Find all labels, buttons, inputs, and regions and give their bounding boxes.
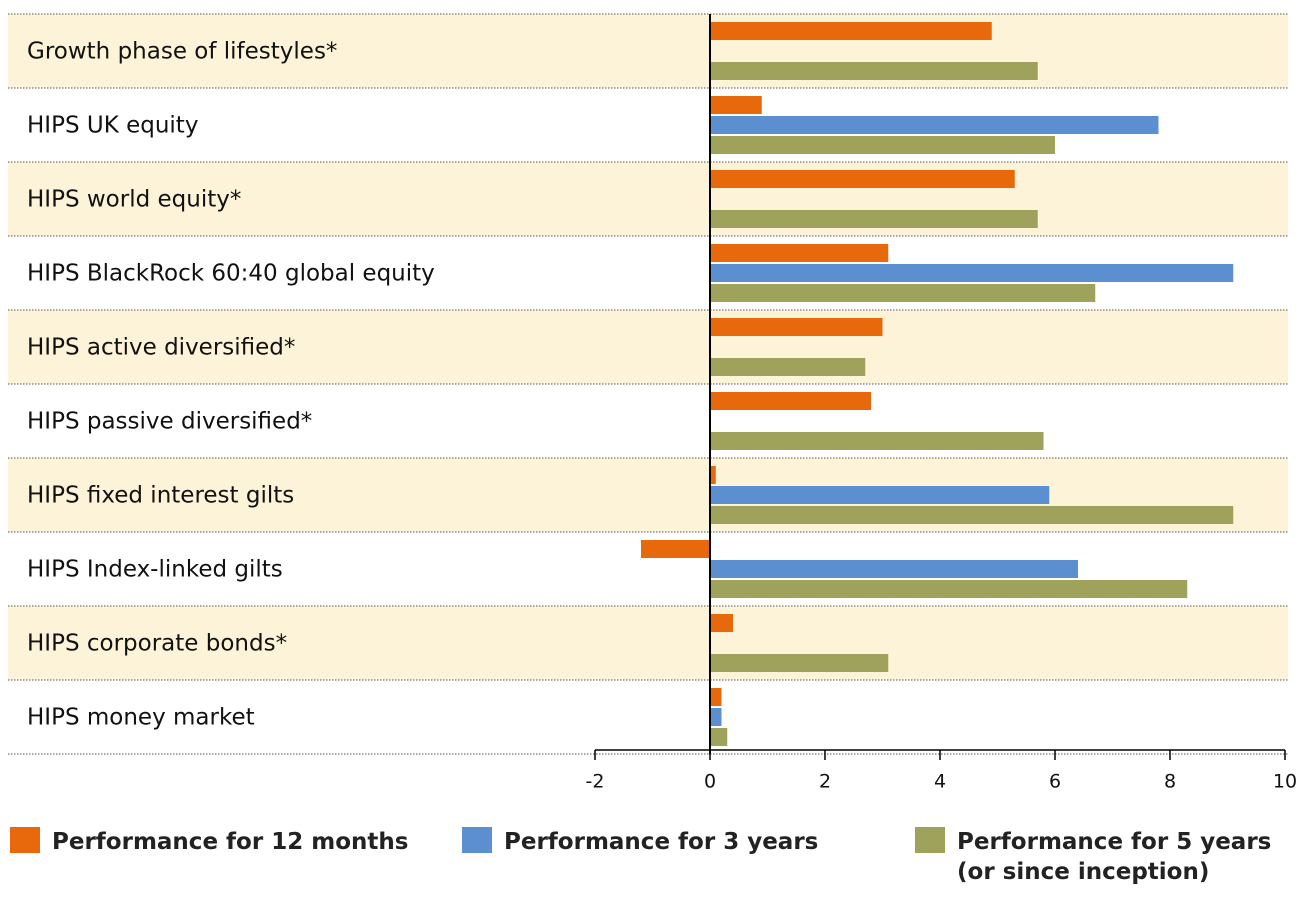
bar bbox=[710, 22, 992, 40]
x-tick-label: 0 bbox=[704, 771, 716, 793]
legend-label: Performance for 12 months bbox=[52, 829, 409, 855]
category-label: HIPS active diversified* bbox=[27, 335, 295, 361]
category-label: HIPS money market bbox=[27, 705, 255, 731]
bar bbox=[710, 506, 1234, 524]
bar bbox=[710, 210, 1038, 228]
x-tick-label: 4 bbox=[934, 771, 946, 793]
category-label: HIPS BlackRock 60:40 global equity bbox=[27, 261, 435, 287]
bar bbox=[710, 392, 871, 410]
bar bbox=[710, 284, 1096, 302]
bar bbox=[710, 62, 1038, 80]
category-label: HIPS Index-linked gilts bbox=[27, 557, 283, 583]
bar bbox=[641, 540, 710, 558]
bar bbox=[710, 728, 728, 746]
bar bbox=[710, 580, 1188, 598]
x-tick-label: 2 bbox=[819, 771, 831, 793]
category-label: HIPS passive diversified* bbox=[27, 409, 312, 435]
category-label: HIPS corporate bonds* bbox=[27, 631, 287, 657]
legend-label: Performance for 3 years bbox=[504, 829, 819, 855]
legend-item: Performance for 5 years (or since incept… bbox=[915, 827, 1295, 887]
legend-swatch bbox=[915, 827, 945, 853]
bar bbox=[710, 136, 1055, 154]
legend-item: Performance for 3 years bbox=[462, 827, 818, 857]
x-tick-label: 6 bbox=[1049, 771, 1061, 793]
bar bbox=[710, 244, 889, 262]
bar bbox=[710, 708, 722, 726]
bar bbox=[710, 116, 1159, 134]
legend-item: Performance for 12 months bbox=[10, 827, 408, 857]
bar bbox=[710, 466, 716, 484]
x-tick-label: 10 bbox=[1273, 771, 1297, 793]
legend-label: Performance for 5 years (or since incept… bbox=[957, 829, 1272, 885]
bar bbox=[710, 170, 1015, 188]
bar bbox=[710, 486, 1050, 504]
bar bbox=[710, 432, 1044, 450]
bar bbox=[710, 358, 866, 376]
bar bbox=[710, 264, 1234, 282]
legend-swatch bbox=[462, 827, 492, 853]
x-tick-label: 8 bbox=[1164, 771, 1176, 793]
bar bbox=[710, 96, 762, 114]
row-band bbox=[8, 14, 1288, 88]
category-label: Growth phase of lifestyles* bbox=[27, 39, 337, 65]
legend-swatch bbox=[10, 827, 40, 853]
row-band bbox=[8, 310, 1288, 384]
bar bbox=[710, 318, 883, 336]
x-tick-label: -2 bbox=[586, 771, 605, 793]
row-band bbox=[8, 162, 1288, 236]
row-band bbox=[8, 606, 1288, 680]
bar bbox=[710, 614, 733, 632]
bar bbox=[710, 654, 889, 672]
category-label: HIPS UK equity bbox=[27, 113, 198, 139]
bar bbox=[710, 560, 1078, 578]
category-label: HIPS fixed interest gilts bbox=[27, 483, 294, 509]
category-label: HIPS world equity* bbox=[27, 187, 241, 213]
bar bbox=[710, 688, 722, 706]
